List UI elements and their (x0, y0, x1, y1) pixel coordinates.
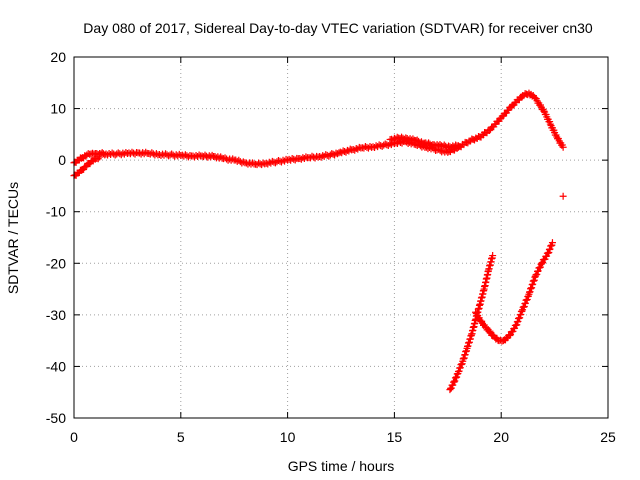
data-point (506, 331, 514, 339)
data-point (537, 260, 545, 268)
x-tick-label: 5 (177, 429, 185, 445)
data-point (559, 143, 567, 151)
x-tick-label: 25 (600, 429, 616, 445)
data-point (281, 157, 289, 165)
axis-ticks (73, 56, 609, 419)
data-point (451, 377, 459, 385)
data-point (538, 259, 546, 267)
data-point (120, 150, 128, 158)
series-lower-start (70, 153, 104, 180)
x-tick-label: 10 (280, 429, 296, 445)
data-point (94, 155, 102, 163)
series-steep-rise (446, 252, 497, 394)
x-tick-label: 0 (70, 429, 78, 445)
data-point (258, 161, 266, 169)
data-point (239, 158, 247, 166)
data-point (559, 192, 567, 200)
data-point (456, 364, 464, 372)
y-axis-label: SDTVAR / TECUs (5, 182, 21, 294)
data-point (152, 150, 160, 158)
data-point (455, 367, 463, 375)
data-point (290, 155, 298, 163)
data-point (546, 245, 554, 253)
x-tick-label: 15 (387, 429, 403, 445)
data-point (117, 151, 125, 159)
data-point (142, 148, 150, 156)
data-point (195, 151, 203, 159)
chart-title: Day 080 of 2017, Sidereal Day-to-day VTE… (83, 20, 593, 36)
data-point (454, 142, 462, 150)
data-point (317, 153, 325, 161)
data-point (545, 248, 553, 256)
data-point (302, 153, 310, 161)
data-point (446, 386, 454, 394)
y-tick-label: -10 (46, 204, 66, 220)
data-point (489, 252, 497, 260)
data-point (277, 158, 285, 166)
series-dip-rise (472, 239, 556, 345)
series-upper-band (386, 133, 462, 152)
data-point (354, 145, 362, 153)
data-point (249, 159, 257, 167)
data-point (184, 153, 192, 161)
x-axis-label: GPS time / hours (288, 458, 395, 474)
data-point (364, 144, 372, 152)
data-point (450, 378, 458, 386)
y-tick-label: 0 (58, 152, 66, 168)
y-tick-label: -30 (46, 307, 66, 323)
grid (74, 57, 608, 418)
x-tick-label: 20 (493, 429, 509, 445)
data-point (453, 373, 461, 381)
data-point (546, 120, 554, 128)
data-point (291, 156, 299, 164)
data-point (384, 142, 392, 150)
data-points (70, 89, 567, 394)
data-point (229, 155, 237, 163)
y-tick-label: 20 (50, 49, 66, 65)
data-point (300, 155, 308, 163)
tick-labels: 0 5 10 15 20 25 -50 -40 -30 -20 -10 0 10 20 (46, 49, 616, 445)
series-main (70, 89, 567, 169)
y-tick-label: -20 (46, 255, 66, 271)
data-point (96, 153, 104, 161)
y-tick-label: 10 (50, 101, 66, 117)
data-point (548, 239, 556, 247)
data-point (371, 144, 379, 152)
data-point (311, 154, 319, 162)
y-tick-label: -50 (46, 410, 66, 426)
y-tick-label: -40 (46, 358, 66, 374)
data-point (264, 160, 272, 168)
data-point (175, 150, 183, 158)
data-point (131, 150, 139, 158)
data-point (297, 155, 305, 163)
plot-frame (73, 56, 609, 419)
series-outlier (559, 192, 567, 200)
